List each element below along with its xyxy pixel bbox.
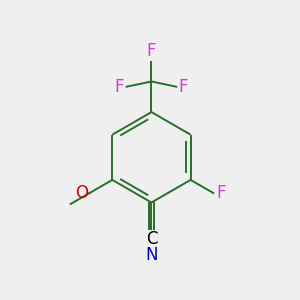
Text: C: C <box>146 230 157 248</box>
Text: N: N <box>145 246 158 264</box>
Text: F: F <box>216 184 226 202</box>
Text: O: O <box>75 184 88 202</box>
Text: F: F <box>115 78 124 96</box>
Text: F: F <box>147 42 156 60</box>
Text: F: F <box>178 78 188 96</box>
